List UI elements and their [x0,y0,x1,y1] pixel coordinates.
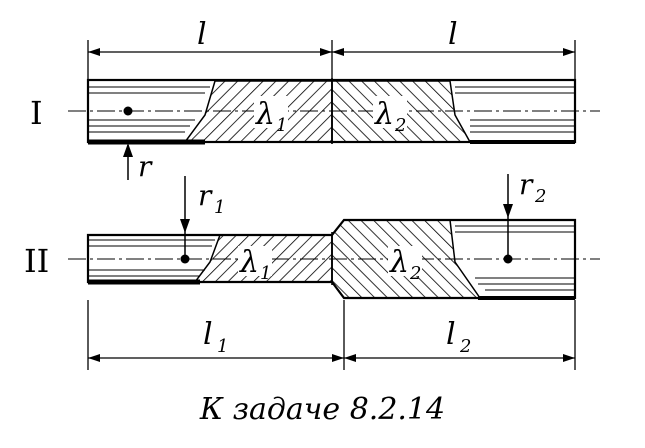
material-label-lambda1-rod-i: λ 1 [254,96,288,136]
length-label-l-right: l [448,17,458,52]
point-label-r1: r 1 [198,179,225,218]
length-label-l-left: l [197,17,207,52]
material-label-lambda1-rod-ii: λ 1 [238,245,272,284]
svg-text:2: 2 [534,186,546,207]
svg-text:l: l [203,317,213,352]
length-label-l1: l 1 [203,317,228,357]
point-label-r: r [138,150,153,183]
rod-ii [68,174,600,370]
svg-text:1: 1 [276,115,287,136]
figure-caption: К задаче 8.2.14 [199,392,446,427]
svg-text:r: r [198,179,213,212]
svg-text:1: 1 [214,197,225,218]
svg-text:λ: λ [389,245,409,280]
svg-text:1: 1 [217,336,228,357]
point-r2 [503,254,513,264]
svg-text:r: r [519,168,534,201]
point-r1 [180,254,190,264]
svg-text:λ: λ [374,97,394,132]
material-label-lambda2-rod-ii: λ 2 [388,245,422,284]
svg-text:2: 2 [409,263,421,284]
point-label-r2: r 2 [519,168,546,207]
rod-i-label: I [30,94,43,132]
point-r [123,106,133,116]
length-label-l2: l 2 [446,317,471,357]
svg-text:1: 1 [260,263,271,284]
material-label-lambda2-rod-i: λ 2 [373,96,407,136]
svg-text:2: 2 [394,115,406,136]
svg-text:l: l [446,317,456,352]
svg-text:2: 2 [459,336,471,357]
svg-text:λ: λ [255,97,275,132]
svg-text:λ: λ [239,245,259,280]
rod-i [68,40,600,180]
rod-ii-label: II [24,242,49,280]
